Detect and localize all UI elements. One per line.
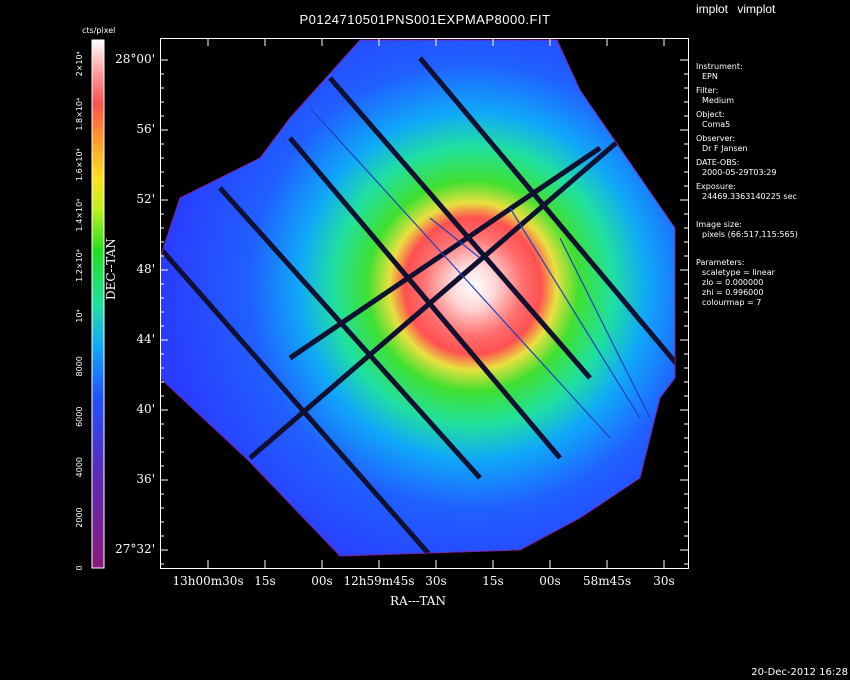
colorbar-tick-label: 10⁴ [75,309,84,322]
ccd-gap-line [288,136,562,460]
filter-label: Filter: [696,86,719,95]
colorbar-tick-label: 1.2×10⁴ [75,249,84,282]
menu-vimplot[interactable]: vimplot [737,2,776,16]
colorbar-tick-label: 2×10⁴ [75,51,84,76]
colorbar-tick-label: 4000 [75,457,84,477]
x-tick-label: 13h00m30s [172,574,244,588]
x-tick-label: 15s [254,574,276,588]
colorbar: 0 2000 4000 6000 8000 10⁴ 1.2×10⁴ 1.4×10⁴ 1.6×10… [75,39,105,571]
exposure-label: Exposure: [696,182,736,191]
instrument-label: Instrument: [696,62,743,71]
ccd-gap-line [328,76,592,380]
x-tick-label: 58m45s [582,574,632,588]
object-label: Object: [696,110,725,119]
colorbar-tick-label: 2000 [75,507,84,527]
image-size-value: pixels (66:517,115:565) [702,230,798,239]
date-obs-label: DATE-OBS: [696,158,740,167]
x-tick-label: 30s [653,574,675,588]
colorbar-tick-label: 1.6×10⁴ [75,148,84,181]
colorbar-gradient [91,39,105,569]
scaletype-value: scaletype = linear [702,268,775,277]
ccd-gap-line [288,145,602,361]
exposure-map-plot [160,38,690,570]
image-size-label: Image size: [696,220,742,229]
y-tick-label: 44' [136,332,155,346]
exposure-value: 24469.3363140225 sec [702,192,797,201]
menu-bar: implot vimplot [696,2,781,16]
object-value: Coma5 [702,120,731,129]
y-tick-label: 52' [136,192,155,206]
image-info-panel: Instrument: EPN Filter: Medium Object: C… [696,58,798,308]
colorbar-tick-label: 1.8×10⁴ [75,98,84,131]
filter-value: Medium [702,96,734,105]
observer-label: Observer: [696,134,736,143]
x-tick-label: 15s [482,574,504,588]
zlo-value: zlo = 0.000000 [702,278,764,287]
x-axis-label: RA---TAN [390,594,446,608]
timestamp: 20-Dec-2012 16:28 [751,667,848,678]
ccd-gap-line [418,56,675,370]
colorbar-tick-label: 1.4×10⁴ [75,199,84,232]
zhi-value: zhi = 0.996000 [702,288,764,297]
colourmap-value: colourmap = 7 [702,298,762,307]
x-tick-label: 00s [311,574,333,588]
instrument-value: EPN [702,72,718,81]
x-tick-label: 30s [425,574,447,588]
y-axis-label: DEC--TAN [104,238,118,300]
x-tick-label: 12h59m45s [343,574,415,588]
y-tick-label: 28°00' [115,52,155,66]
y-tick-label: 27°32' [115,542,155,556]
date-obs-value: 2000-05-29T03:29 [702,168,777,177]
y-tick-label: 40' [136,402,155,416]
y-tick-label: 56' [136,122,155,136]
ccd-gap-line [248,86,675,460]
menu-implot[interactable]: implot [696,2,729,16]
colorbar-unit-label: cts/pixel [82,26,116,35]
parameters-label: Parameters: [696,258,745,267]
colorbar-tick-label: 8000 [75,356,84,376]
colorbar-tick-label: 0 [75,565,84,570]
plot-frame [160,38,689,569]
y-tick-label: 36' [136,472,155,486]
x-tick-label: 00s [539,574,561,588]
colorbar-tick-label: 6000 [75,407,84,427]
ccd-gap-line [218,186,482,480]
observer-value: Dr F Jansen [702,144,748,153]
y-tick-label: 48' [136,262,155,276]
image-title: P0124710501PNS001EXPMAP8000.FIT [299,12,551,27]
